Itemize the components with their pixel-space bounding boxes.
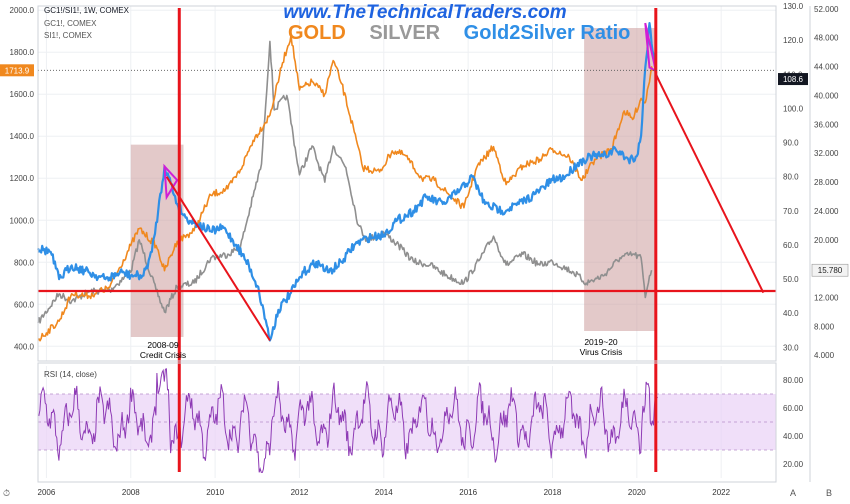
silver-axis-tick: 12.000 xyxy=(814,294,839,303)
gold-axis-tick: 1000.0 xyxy=(10,216,35,225)
rsi-pane-border xyxy=(37,362,777,483)
silver-axis-tick: 8.000 xyxy=(814,322,835,331)
ratio-line xyxy=(36,22,659,342)
brand-watermark: www.TheTechnicalTraders.com xyxy=(283,2,567,23)
gold-axis-tick: 1200.0 xyxy=(10,174,35,183)
trendlines xyxy=(38,8,776,472)
x-axis-tick: 2020 xyxy=(628,488,646,497)
annotation-credit-text: Credit Crisis xyxy=(139,350,187,360)
scale-button[interactable]: B xyxy=(826,488,833,498)
peak-wedge-1 xyxy=(163,163,179,201)
main-pane-border xyxy=(37,5,777,362)
silver-axis-tick: 40.000 xyxy=(814,91,839,100)
silver-axis-tick: 28.000 xyxy=(814,178,839,187)
x-axis-tick: 2006 xyxy=(38,488,56,497)
ratio-axis-tick: 100.0 xyxy=(783,104,804,113)
title-gold: GOLD xyxy=(288,22,346,44)
rsi-axis-tick: 20.00 xyxy=(783,460,804,469)
gold-axis-tick: 2000.0 xyxy=(10,6,35,15)
ratio-axis-tick: 60.0 xyxy=(783,241,799,250)
ratio-badge-bg xyxy=(778,73,808,86)
symbol-line-gold[interactable]: GC1!, COMEX xyxy=(44,19,97,28)
x-axis-tick: 2022 xyxy=(712,488,730,497)
pane-frame xyxy=(37,5,811,483)
silver-axis-tick: 48.000 xyxy=(814,34,839,43)
x-axis-tick: 2012 xyxy=(291,488,309,497)
gold-axis-tick: 600.0 xyxy=(14,300,35,309)
gold-axis-tick: 800.0 xyxy=(14,258,35,267)
rsi-legend[interactable]: RSI (14, close) xyxy=(44,370,97,379)
gold-axis-tick: 400.0 xyxy=(14,342,35,351)
x-axis-tick: 2018 xyxy=(544,488,562,497)
trendline-1 xyxy=(165,176,271,342)
silver-badge: 15.780 xyxy=(818,266,843,275)
gold-price-badge: 1713.9 xyxy=(5,66,30,75)
ratio-axis-tick: 120.0 xyxy=(783,36,804,45)
annotation-virus-year: 2019~20 xyxy=(584,337,618,347)
trendline-2 xyxy=(654,73,765,294)
silver-axis-tick: 4.000 xyxy=(814,351,835,360)
silver-axis-tick: 36.000 xyxy=(814,120,839,129)
auto-scale-button[interactable]: A xyxy=(790,488,797,498)
silver-axis-tick: 52.000 xyxy=(814,5,839,14)
annotation-virus-text: Virus Crisis xyxy=(579,347,623,357)
rsi-line xyxy=(38,368,658,473)
rsi-axis-tick: 80.00 xyxy=(783,376,804,385)
annotation-credit-crisis: 2008-09 Credit Crisis xyxy=(118,340,208,360)
ratio-badge: 108.6 xyxy=(783,75,804,84)
gold-line xyxy=(37,34,654,342)
silver-axis-tick: 20.000 xyxy=(814,236,839,245)
gold-axis-tick: 1800.0 xyxy=(10,48,35,57)
gold-axis-tick: 1400.0 xyxy=(10,132,35,141)
x-axis-tick: 2014 xyxy=(375,488,393,497)
x-axis-tick: 2008 xyxy=(122,488,140,497)
silver-axis-tick: 32.000 xyxy=(814,149,839,158)
gold-axis-tick: 1600.0 xyxy=(10,90,35,99)
symbol-line-silver[interactable]: SI1!, COMEX xyxy=(44,31,93,40)
annotation-credit-year: 2008-09 xyxy=(147,340,179,350)
silver-badge-bg xyxy=(811,263,849,277)
title-ratio: Gold2Silver Ratio xyxy=(463,22,631,44)
peak-wedge-2 xyxy=(644,22,658,73)
x-axis-tick: 2016 xyxy=(459,488,477,497)
rsi-axis-tick: 40.00 xyxy=(783,432,804,441)
ratio-axis-tick: 30.0 xyxy=(783,343,799,352)
ratio-axis-tick: 90.0 xyxy=(783,139,799,148)
ratio-axis-tick: 130.0 xyxy=(783,2,804,11)
annotation-virus-crisis: 2019~20 Virus Crisis xyxy=(556,337,646,357)
silver-line xyxy=(37,40,653,324)
x-axis-tick: 2010 xyxy=(206,488,224,497)
clock-icon[interactable]: ⏱ xyxy=(3,488,11,498)
title-silver: SILVER xyxy=(369,22,441,44)
silver-axis-tick: 44.000 xyxy=(814,63,839,72)
series-lines xyxy=(36,22,659,473)
rsi-axis-tick: 60.00 xyxy=(783,404,804,413)
ratio-axis-tick: 80.0 xyxy=(783,173,799,182)
symbol-line[interactable]: GC1!/SI1!, 1W, COMEX xyxy=(44,6,129,15)
silver-axis-tick: 24.000 xyxy=(814,207,839,216)
ratio-axis-tick: 50.0 xyxy=(783,275,799,284)
ratio-axis-tick: 40.0 xyxy=(783,309,799,318)
series-titles: GOLD SILVER Gold2Silver Ratio xyxy=(288,22,648,45)
gold-price-badge-bg xyxy=(0,64,34,77)
ratio-axis-tick: 70.0 xyxy=(783,207,799,216)
